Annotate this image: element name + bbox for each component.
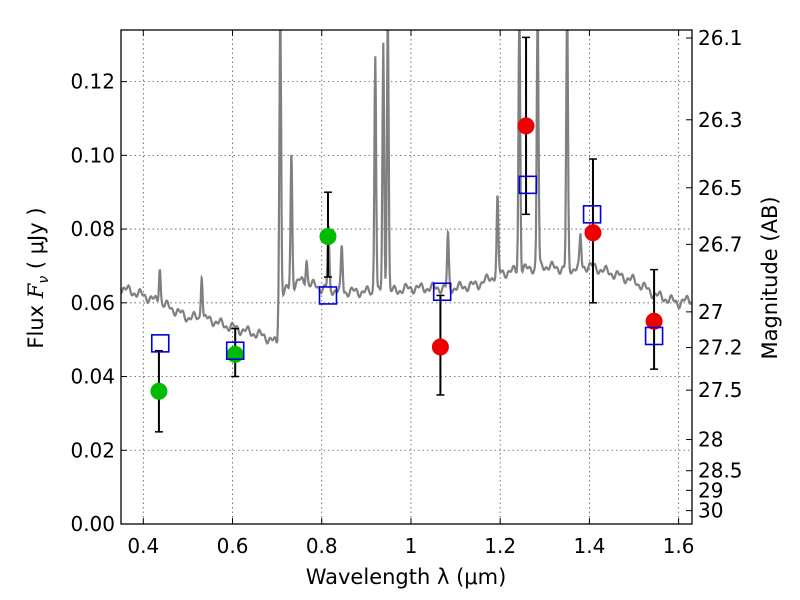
x-tick-label: 1.4 (573, 534, 605, 558)
x-tick-label: 1.2 (484, 534, 516, 558)
observed-point-red (517, 117, 535, 135)
y2-tick-label: 29 (698, 478, 723, 502)
spectrum-line (121, 30, 692, 345)
model-point (432, 282, 452, 302)
y-tick-label: 0.04 (70, 365, 115, 389)
model-point (225, 341, 245, 361)
error-bars (154, 36, 659, 433)
y-tick-label: 0.12 (70, 70, 115, 94)
y-tick-label: 0.08 (70, 217, 115, 241)
y-tick-label: 0.00 (70, 512, 115, 536)
y2-tick-label: 28 (698, 428, 723, 452)
y2-tick-label: 26.3 (698, 108, 743, 132)
observed-point-red (431, 338, 449, 356)
model-point (518, 175, 538, 195)
y-tick-label: 0.10 (70, 143, 115, 167)
plot-area (121, 30, 692, 345)
model-point (644, 326, 664, 346)
grid (121, 30, 692, 524)
model-point (582, 205, 602, 224)
y2-axis-title: Magnitude (AB) (758, 196, 782, 359)
y2-tick-label: 26.5 (698, 176, 743, 200)
y2-tick-label: 26.1 (698, 26, 743, 50)
y2-tick-label: 27 (698, 300, 723, 324)
observed-point-green (150, 382, 168, 400)
y2-tick-label: 28.5 (698, 459, 743, 483)
y2-tick-label: 27.5 (698, 378, 743, 402)
x-tick-labels: 0.4 0.6 0.8 1 1.2 1.4 1.6 (127, 534, 694, 558)
observed-points (150, 117, 663, 400)
x-tick-label: 1 (405, 534, 418, 558)
model-point (150, 334, 170, 353)
y-tick-label: 0.02 (70, 438, 115, 462)
x-tick-label: 0.4 (127, 534, 159, 558)
ticks (121, 30, 692, 525)
model-point (318, 286, 338, 305)
plot-frame (120, 29, 693, 525)
observed-point-red (645, 312, 663, 330)
x-tick-label: 0.8 (306, 534, 338, 558)
x-axis-title: Wavelength λ (μm) (306, 565, 507, 589)
observed-point-red (584, 224, 602, 242)
y2-tick-label: 26.7 (698, 232, 743, 256)
y-axis-title: Flux Fν ( μJy ) (24, 207, 52, 348)
x-tick-label: 0.6 (217, 534, 249, 558)
y-tick-labels: 0.00 0.02 0.04 0.06 0.08 0.10 0.12 (70, 70, 115, 536)
model-points (150, 175, 664, 361)
y2-tick-label: 27.2 (698, 336, 743, 360)
x-tick-label: 1.6 (663, 534, 695, 558)
y-tick-label: 0.06 (70, 291, 115, 315)
observed-point-green (319, 227, 337, 245)
y2-tick-label: 30 (698, 499, 723, 523)
